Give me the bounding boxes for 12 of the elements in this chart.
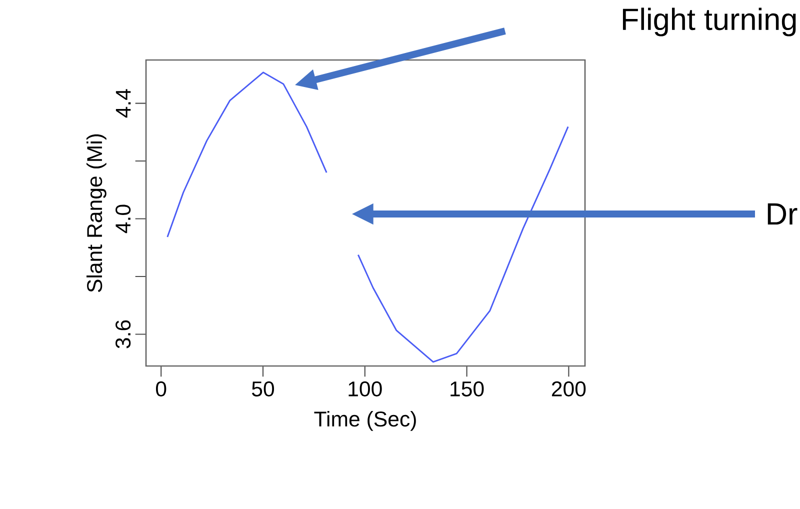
x-tick-label: 150 xyxy=(450,381,484,396)
y-axis-title: Slant Range (Mi) xyxy=(86,134,106,292)
x-tick-label: 100 xyxy=(348,381,382,396)
y-tick-label: 4.0 xyxy=(116,204,131,234)
y-tick-label: 4.4 xyxy=(116,89,131,118)
x-tick-label: 200 xyxy=(552,381,586,396)
text: Dr xyxy=(768,203,798,225)
y-tick-label: 3.6 xyxy=(116,320,131,348)
text: Flight turning xyxy=(622,8,796,36)
x-tick-label: 50 xyxy=(252,381,274,396)
x-tick-label: 0 xyxy=(156,381,166,396)
x-axis-title: Time (Sec) xyxy=(314,410,416,431)
